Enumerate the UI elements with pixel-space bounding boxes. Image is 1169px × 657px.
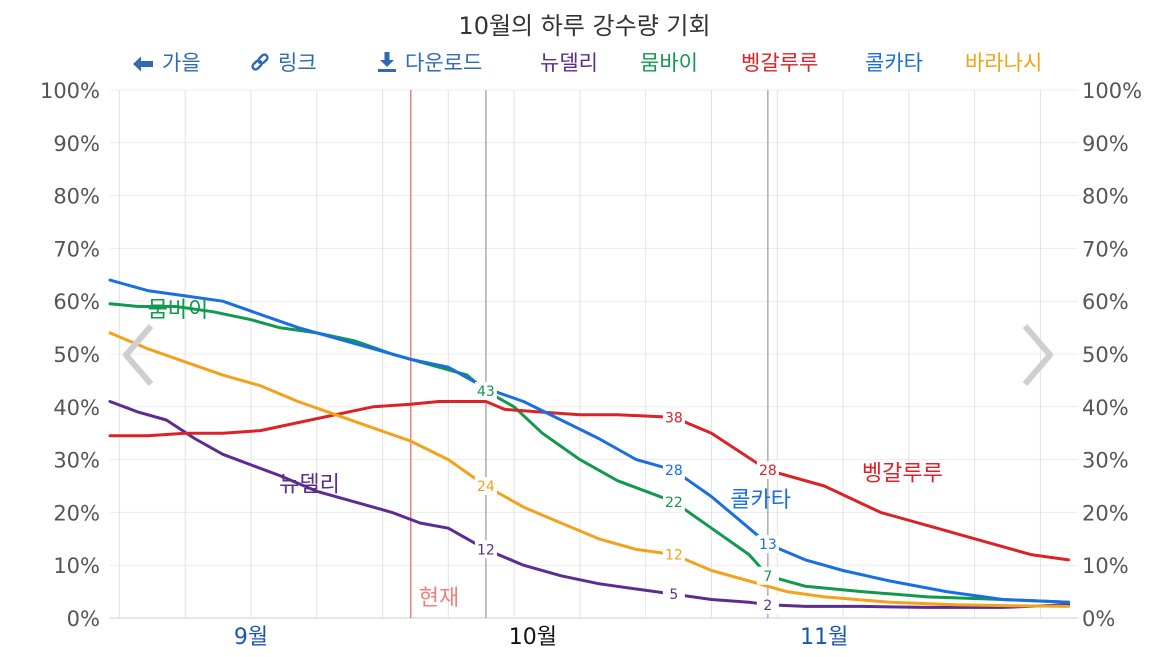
value-label-bg <box>474 381 497 400</box>
y-tick-label-right: 50% <box>1082 343 1129 367</box>
y-tick-label-left: 0% <box>67 607 100 631</box>
chart-toolbar: 가을 링크 다운로드 뉴델리 뭄바이 벵갈루루 콜카타 바라나시 <box>0 48 1169 78</box>
series-label: 뉴델리 <box>279 472 340 497</box>
value-label-bg <box>662 492 685 511</box>
download-button-label: 다운로드 <box>405 51 483 75</box>
series-label: 뭄바이 <box>148 298 209 323</box>
value-label-bg <box>756 535 779 554</box>
y-tick-label-right: 60% <box>1082 290 1129 314</box>
x-tick-label: 10월 <box>509 625 557 650</box>
x-tick-label: 9월 <box>234 625 268 650</box>
chevron-left-icon <box>123 324 154 386</box>
legend-label: 콜카타 <box>865 51 923 75</box>
legend-item-bengaluru[interactable]: 벵갈루루 <box>741 48 818 78</box>
y-tick-label-left: 80% <box>53 185 100 209</box>
value-label: 12 <box>477 542 495 558</box>
series-line <box>108 302 1071 604</box>
series-line <box>108 400 1071 562</box>
download-button[interactable]: 다운로드 <box>377 48 482 78</box>
value-label: 5 <box>669 587 678 603</box>
value-label-bg <box>662 461 685 480</box>
y-tick-label-right: 0% <box>1082 607 1115 631</box>
y-tick-label-right: 90% <box>1082 132 1129 156</box>
link-icon <box>251 53 269 71</box>
prev-button[interactable] <box>118 322 158 388</box>
download-icon <box>378 52 396 72</box>
legend-label: 뉴델리 <box>540 51 598 75</box>
y-tick-label-left: 10% <box>53 554 100 578</box>
value-label-bg <box>474 540 497 559</box>
y-tick-label-left: 100% <box>40 79 100 103</box>
value-label: 2 <box>763 598 772 614</box>
legend-item-varanasi[interactable]: 바라나시 <box>965 48 1042 78</box>
now-marker-label: 현재 <box>419 586 459 611</box>
series-line <box>108 400 1071 609</box>
arrow-left-icon <box>133 56 153 72</box>
value-label: 22 <box>665 495 683 511</box>
y-tick-label-left: 50% <box>53 343 100 367</box>
series-label: 벵갈루루 <box>862 462 943 487</box>
value-label: 12 <box>665 548 683 564</box>
x-tick-label: 11월 <box>800 625 848 650</box>
legend-label: 벵갈루루 <box>741 51 819 75</box>
value-label-bg <box>662 408 685 427</box>
value-label: 28 <box>665 463 683 479</box>
y-tick-label-left: 20% <box>53 501 100 525</box>
legend-label: 뭄바이 <box>640 51 698 75</box>
link-button[interactable]: 링크 <box>250 48 317 78</box>
value-label: 7 <box>763 569 772 585</box>
series-label: 콜카타 <box>730 488 791 513</box>
y-tick-label-right: 70% <box>1082 237 1129 261</box>
value-label-bg <box>662 585 685 604</box>
link-button-label: 링크 <box>278 51 317 75</box>
y-tick-label-left: 40% <box>53 396 100 420</box>
value-label: 13 <box>759 537 777 553</box>
chevron-right-icon <box>1022 324 1053 386</box>
legend-item-mumbai[interactable]: 뭄바이 <box>640 48 698 78</box>
legend-item-newdelhi[interactable]: 뉴델리 <box>540 48 598 78</box>
y-tick-label-left: 60% <box>53 290 100 314</box>
value-label: 38 <box>665 410 683 426</box>
series-line <box>108 278 1071 604</box>
y-tick-label-left: 90% <box>53 132 100 156</box>
value-label-bg <box>756 595 779 614</box>
back-link-label: 가을 <box>162 51 201 75</box>
y-tick-label-right: 40% <box>1082 396 1129 420</box>
chart-title: 10월의 하루 강수량 기회 <box>458 12 711 40</box>
legend-label: 바라나시 <box>965 51 1043 75</box>
y-tick-label-right: 100% <box>1082 79 1142 103</box>
y-tick-label-right: 20% <box>1082 501 1129 525</box>
legend-item-kolkata[interactable]: 콜카타 <box>865 48 923 78</box>
value-label-bg <box>756 566 779 585</box>
next-button[interactable] <box>1018 322 1058 388</box>
back-link[interactable]: 가을 <box>132 48 201 78</box>
value-label: 24 <box>477 479 495 495</box>
value-label-bg <box>662 545 685 564</box>
y-tick-label-right: 10% <box>1082 554 1129 578</box>
value-label: 43 <box>477 384 495 400</box>
value-label-bg <box>474 477 497 495</box>
value-label: 28 <box>759 463 777 479</box>
y-tick-label-left: 30% <box>53 449 100 473</box>
value-label-bg <box>756 461 779 480</box>
series-line <box>108 331 1071 608</box>
y-tick-label-right: 30% <box>1082 449 1129 473</box>
y-tick-label-left: 70% <box>53 237 100 261</box>
y-tick-label-right: 80% <box>1082 185 1129 209</box>
